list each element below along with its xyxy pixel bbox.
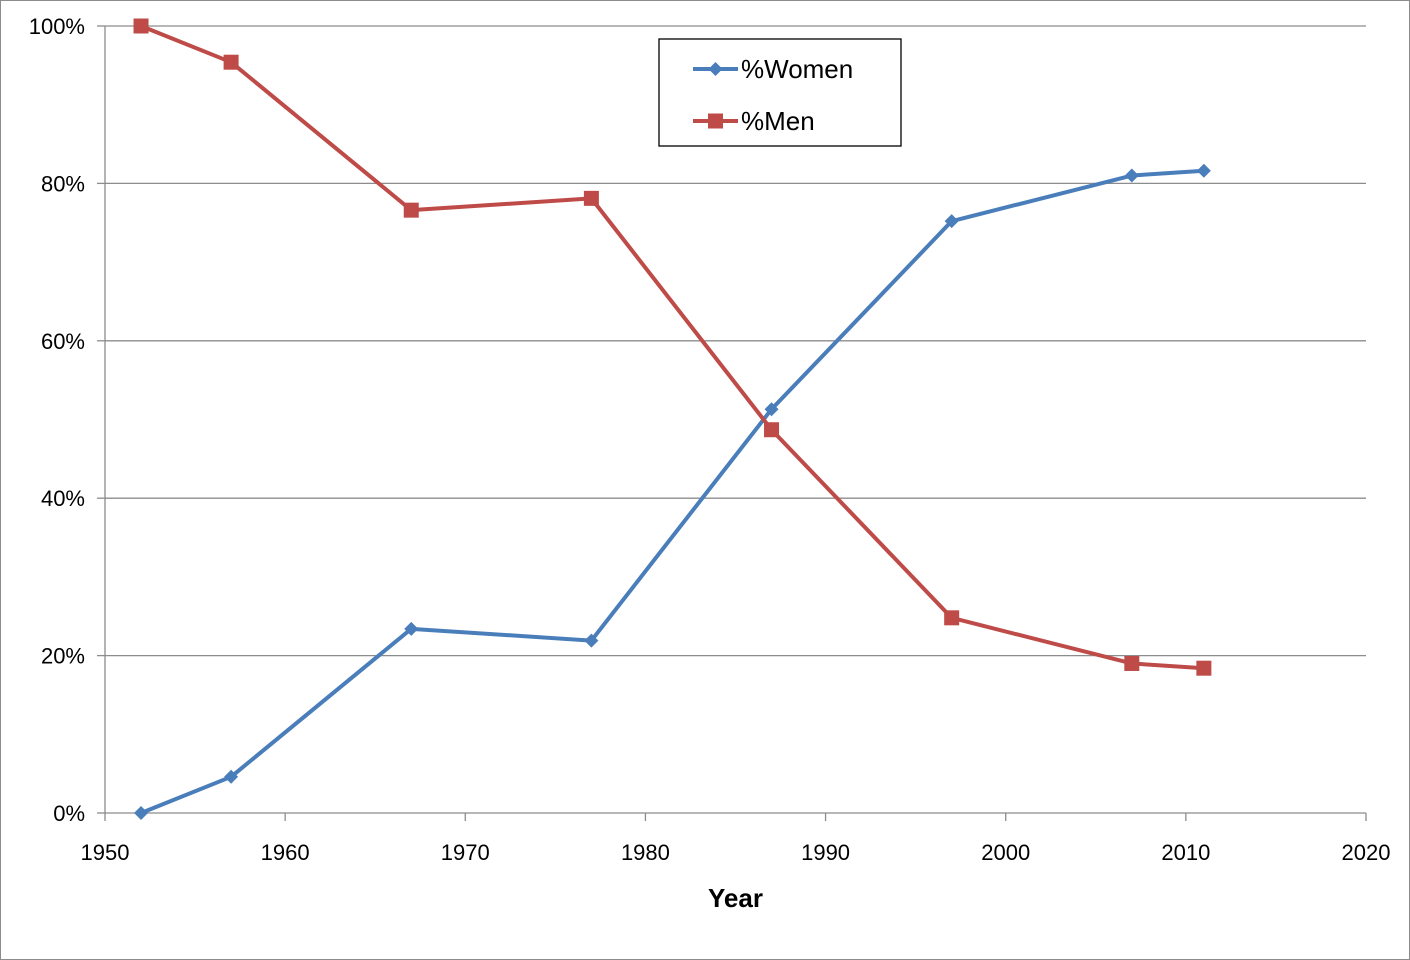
x-tick-label: 1990 <box>801 840 850 865</box>
data-point-women <box>1196 163 1211 178</box>
y-tick-label: 40% <box>41 486 85 511</box>
data-point-women <box>134 806 149 820</box>
x-tick-label: 1980 <box>621 840 670 865</box>
legend-marker-men <box>708 113 723 129</box>
series-line-women <box>140 168 1205 815</box>
data-point-men <box>223 54 239 70</box>
data-point-women <box>1124 168 1139 183</box>
y-tick-label: 20% <box>41 644 85 669</box>
y-tick-label: 80% <box>41 171 85 196</box>
data-point-women <box>224 769 239 784</box>
legend-label-women: %Women <box>741 54 853 84</box>
y-tick-label: 0% <box>53 801 85 826</box>
data-point-women <box>584 633 599 648</box>
data-point-women <box>764 402 779 417</box>
data-point-men <box>133 18 149 34</box>
data-point-men <box>764 422 780 438</box>
data-point-men <box>403 202 419 218</box>
series-men <box>133 18 1212 676</box>
legend: %Women %Men <box>658 38 902 147</box>
data-point-men <box>1124 655 1140 671</box>
x-tick-label: 1950 <box>81 840 130 865</box>
series-line-men <box>140 24 1205 671</box>
y-tick-label: 60% <box>41 329 85 354</box>
legend-box <box>658 38 902 147</box>
gridlines <box>105 25 1366 657</box>
series-layer <box>133 18 1212 820</box>
legend-label-men: %Men <box>741 106 815 136</box>
series-women <box>134 163 1211 820</box>
legend-marker-women <box>708 62 723 76</box>
data-point-men <box>944 610 960 626</box>
x-tick-label: 1970 <box>441 840 490 865</box>
data-point-men <box>583 190 599 206</box>
axes: 0% 20% 40% 60% 80% 100% 1950 1960 1970 1980 1990 20… <box>29 14 1391 865</box>
data-point-men <box>1196 660 1212 676</box>
x-tick-label: 2000 <box>981 840 1030 865</box>
data-point-women <box>944 214 959 229</box>
x-tick-label: 2020 <box>1342 840 1391 865</box>
y-tick-label: 100% <box>29 14 85 39</box>
x-tick-label: 2010 <box>1161 840 1210 865</box>
data-point-women <box>404 621 419 636</box>
x-tick-label: 1960 <box>261 840 310 865</box>
x-axis-title: Year <box>708 883 763 913</box>
